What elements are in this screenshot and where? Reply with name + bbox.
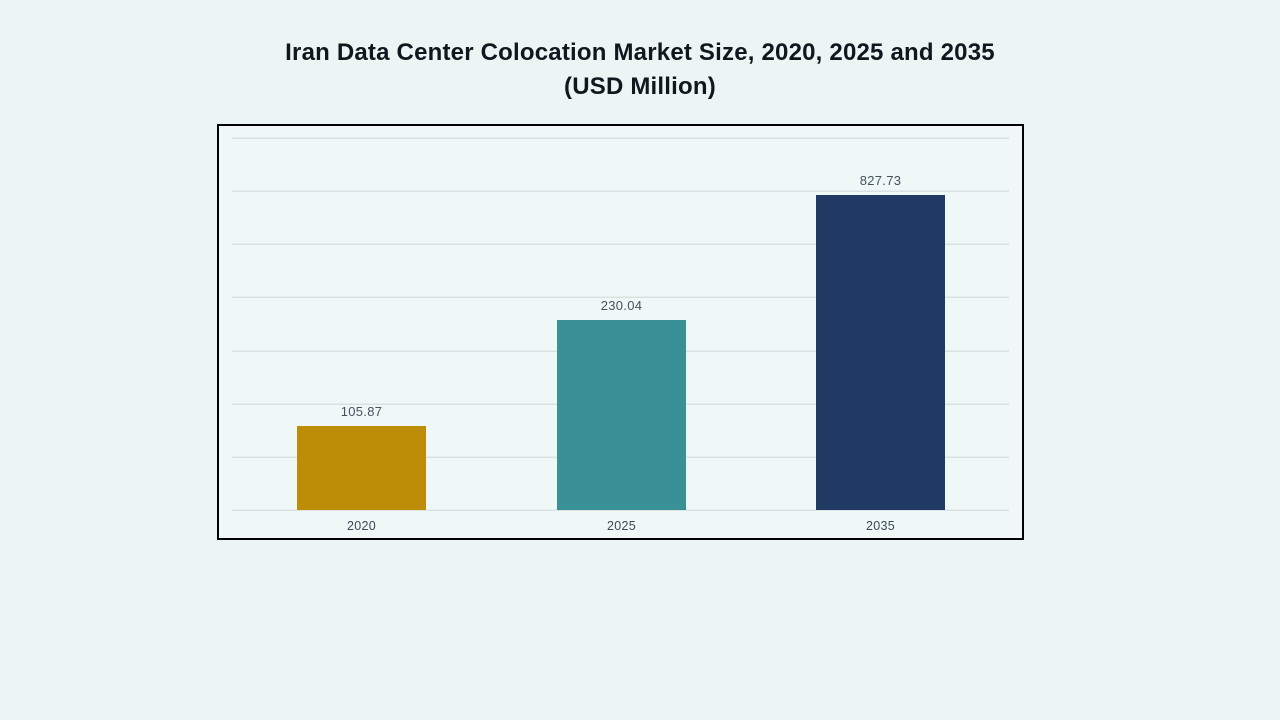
bar-chart-frame: 105.87 2020 230.04 2025 827.73 2035	[217, 124, 1024, 540]
x-tick-label-2020: 2020	[346, 519, 376, 533]
gridline	[232, 297, 1009, 298]
x-tick-label-2025: 2025	[606, 519, 636, 533]
page-title-line2: (USD Million)	[564, 73, 716, 100]
gridline	[232, 510, 1009, 511]
gridline	[232, 138, 1009, 139]
page-title-line1: Iran Data Center Colocation Market Size,…	[285, 39, 995, 66]
x-tick-label-2035: 2035	[865, 519, 895, 533]
bar-value-label-2035: 827.73	[859, 173, 902, 188]
page-title: Iran Data Center Colocation Market Size,…	[0, 36, 1280, 104]
chart-plot-area: 105.87 2020 230.04 2025 827.73 2035	[219, 126, 1022, 538]
gridline	[232, 244, 1009, 245]
bar-value-label-2020: 105.87	[340, 404, 383, 419]
bar-2035	[816, 195, 945, 510]
bar-value-label-2025: 230.04	[600, 298, 643, 313]
bar-2025	[557, 320, 686, 510]
gridline	[232, 191, 1009, 192]
bar-2020	[297, 426, 426, 510]
